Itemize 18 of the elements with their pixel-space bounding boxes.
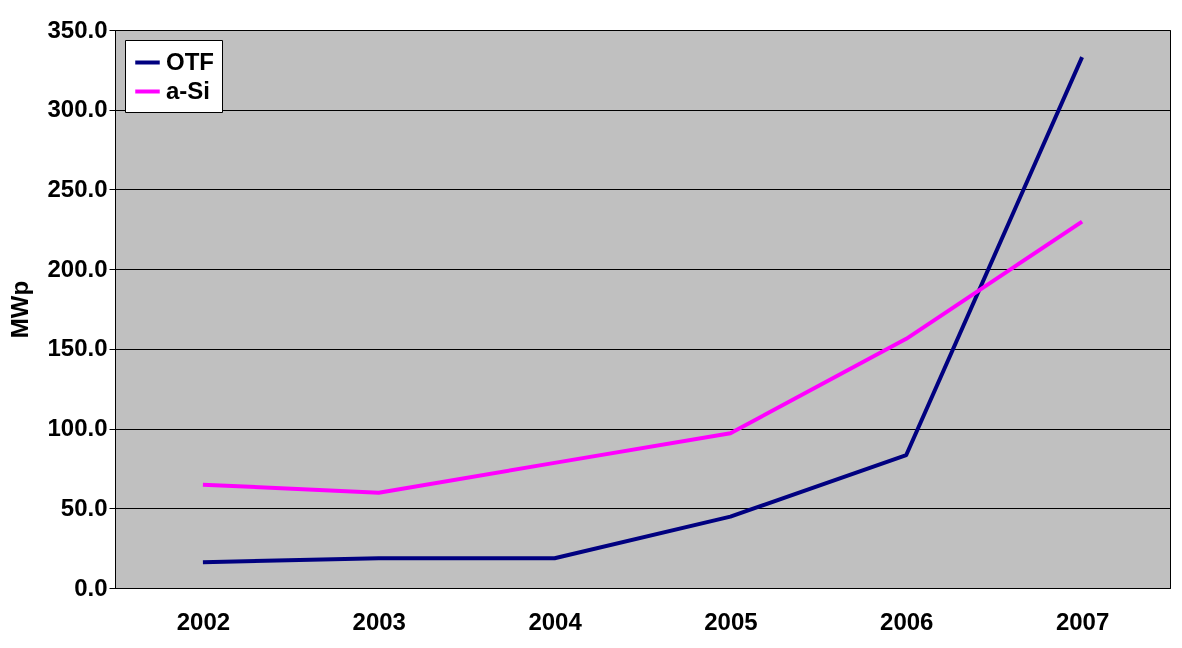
y-tick-label: 0.0 [74,573,108,601]
x-tick-label: 2004 [528,607,583,635]
y-axis-title: MWp [6,280,34,339]
x-tick-label: 2003 [352,607,406,635]
line-series [200,219,1085,495]
y-tick-label: 250.0 [47,174,108,202]
y-tick-label: 150.0 [47,334,108,362]
x-tick-label: 2007 [1055,607,1110,635]
x-tick-label: 2002 [176,607,231,635]
legend-label: a-Si [166,76,211,104]
y-tick-label: 350.0 [47,15,108,43]
y-tick-label: 200.0 [47,254,108,282]
x-tick-label: 2006 [880,607,934,635]
y-tick-label: 100.0 [47,414,108,442]
y-tick-label: 50.0 [60,493,108,521]
y-tick-label: 300.0 [47,95,108,123]
x-tick-label: 2005 [704,607,758,635]
legend-label: OTF [166,47,214,75]
